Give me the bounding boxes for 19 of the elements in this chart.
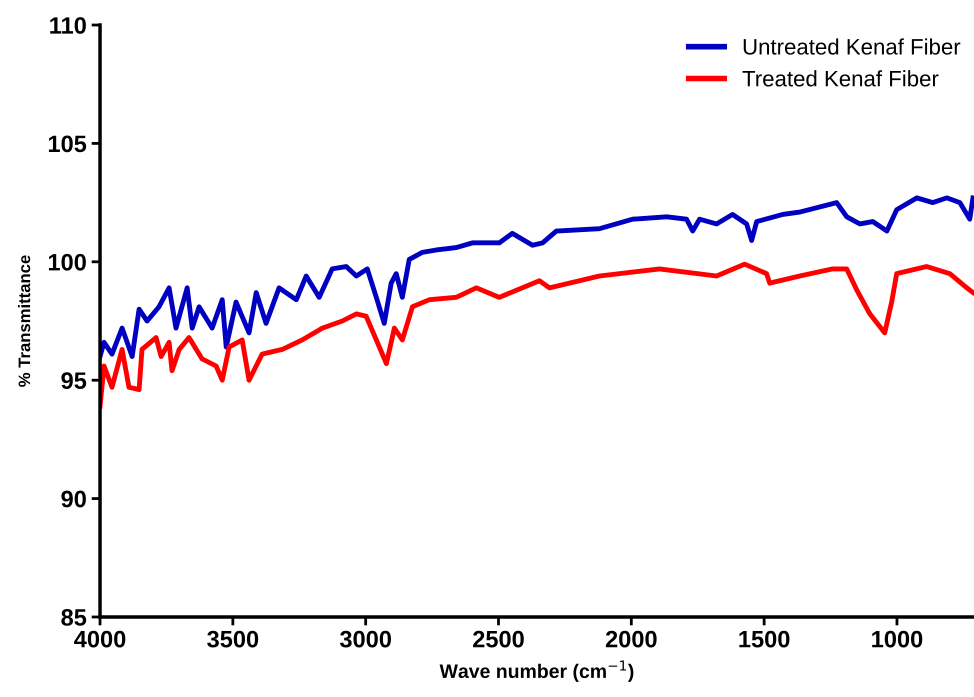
- x-tick-label: 2000: [606, 630, 657, 648]
- x-tick-label: 1000: [872, 630, 922, 648]
- y-tick-label: 110: [50, 17, 86, 34]
- x-tick-label: 4000: [74, 630, 126, 648]
- y-tick-label: 90: [61, 490, 86, 508]
- line-series: [100, 195, 974, 359]
- x-axis-title: Wave number (cm$^{−1}$): [440, 660, 634, 682]
- y-tick-label: 105: [48, 135, 86, 152]
- x-tick-label: 3500: [207, 630, 258, 648]
- y-tick-label: 100: [48, 254, 86, 271]
- line-series: [100, 262, 974, 409]
- legend-label: Treated Kenaf Fiber: [742, 70, 938, 87]
- x-tick-label: 2500: [473, 630, 524, 648]
- legend-label: Untreated Kenaf Fiber: [744, 38, 960, 55]
- y-tick-label: 85: [61, 609, 86, 626]
- y-axis-title: % Transmittance: [18, 255, 30, 387]
- x-tick-label: 1500: [739, 630, 790, 648]
- x-tick-label: 3000: [340, 630, 391, 648]
- y-tick-label: 95: [61, 372, 86, 389]
